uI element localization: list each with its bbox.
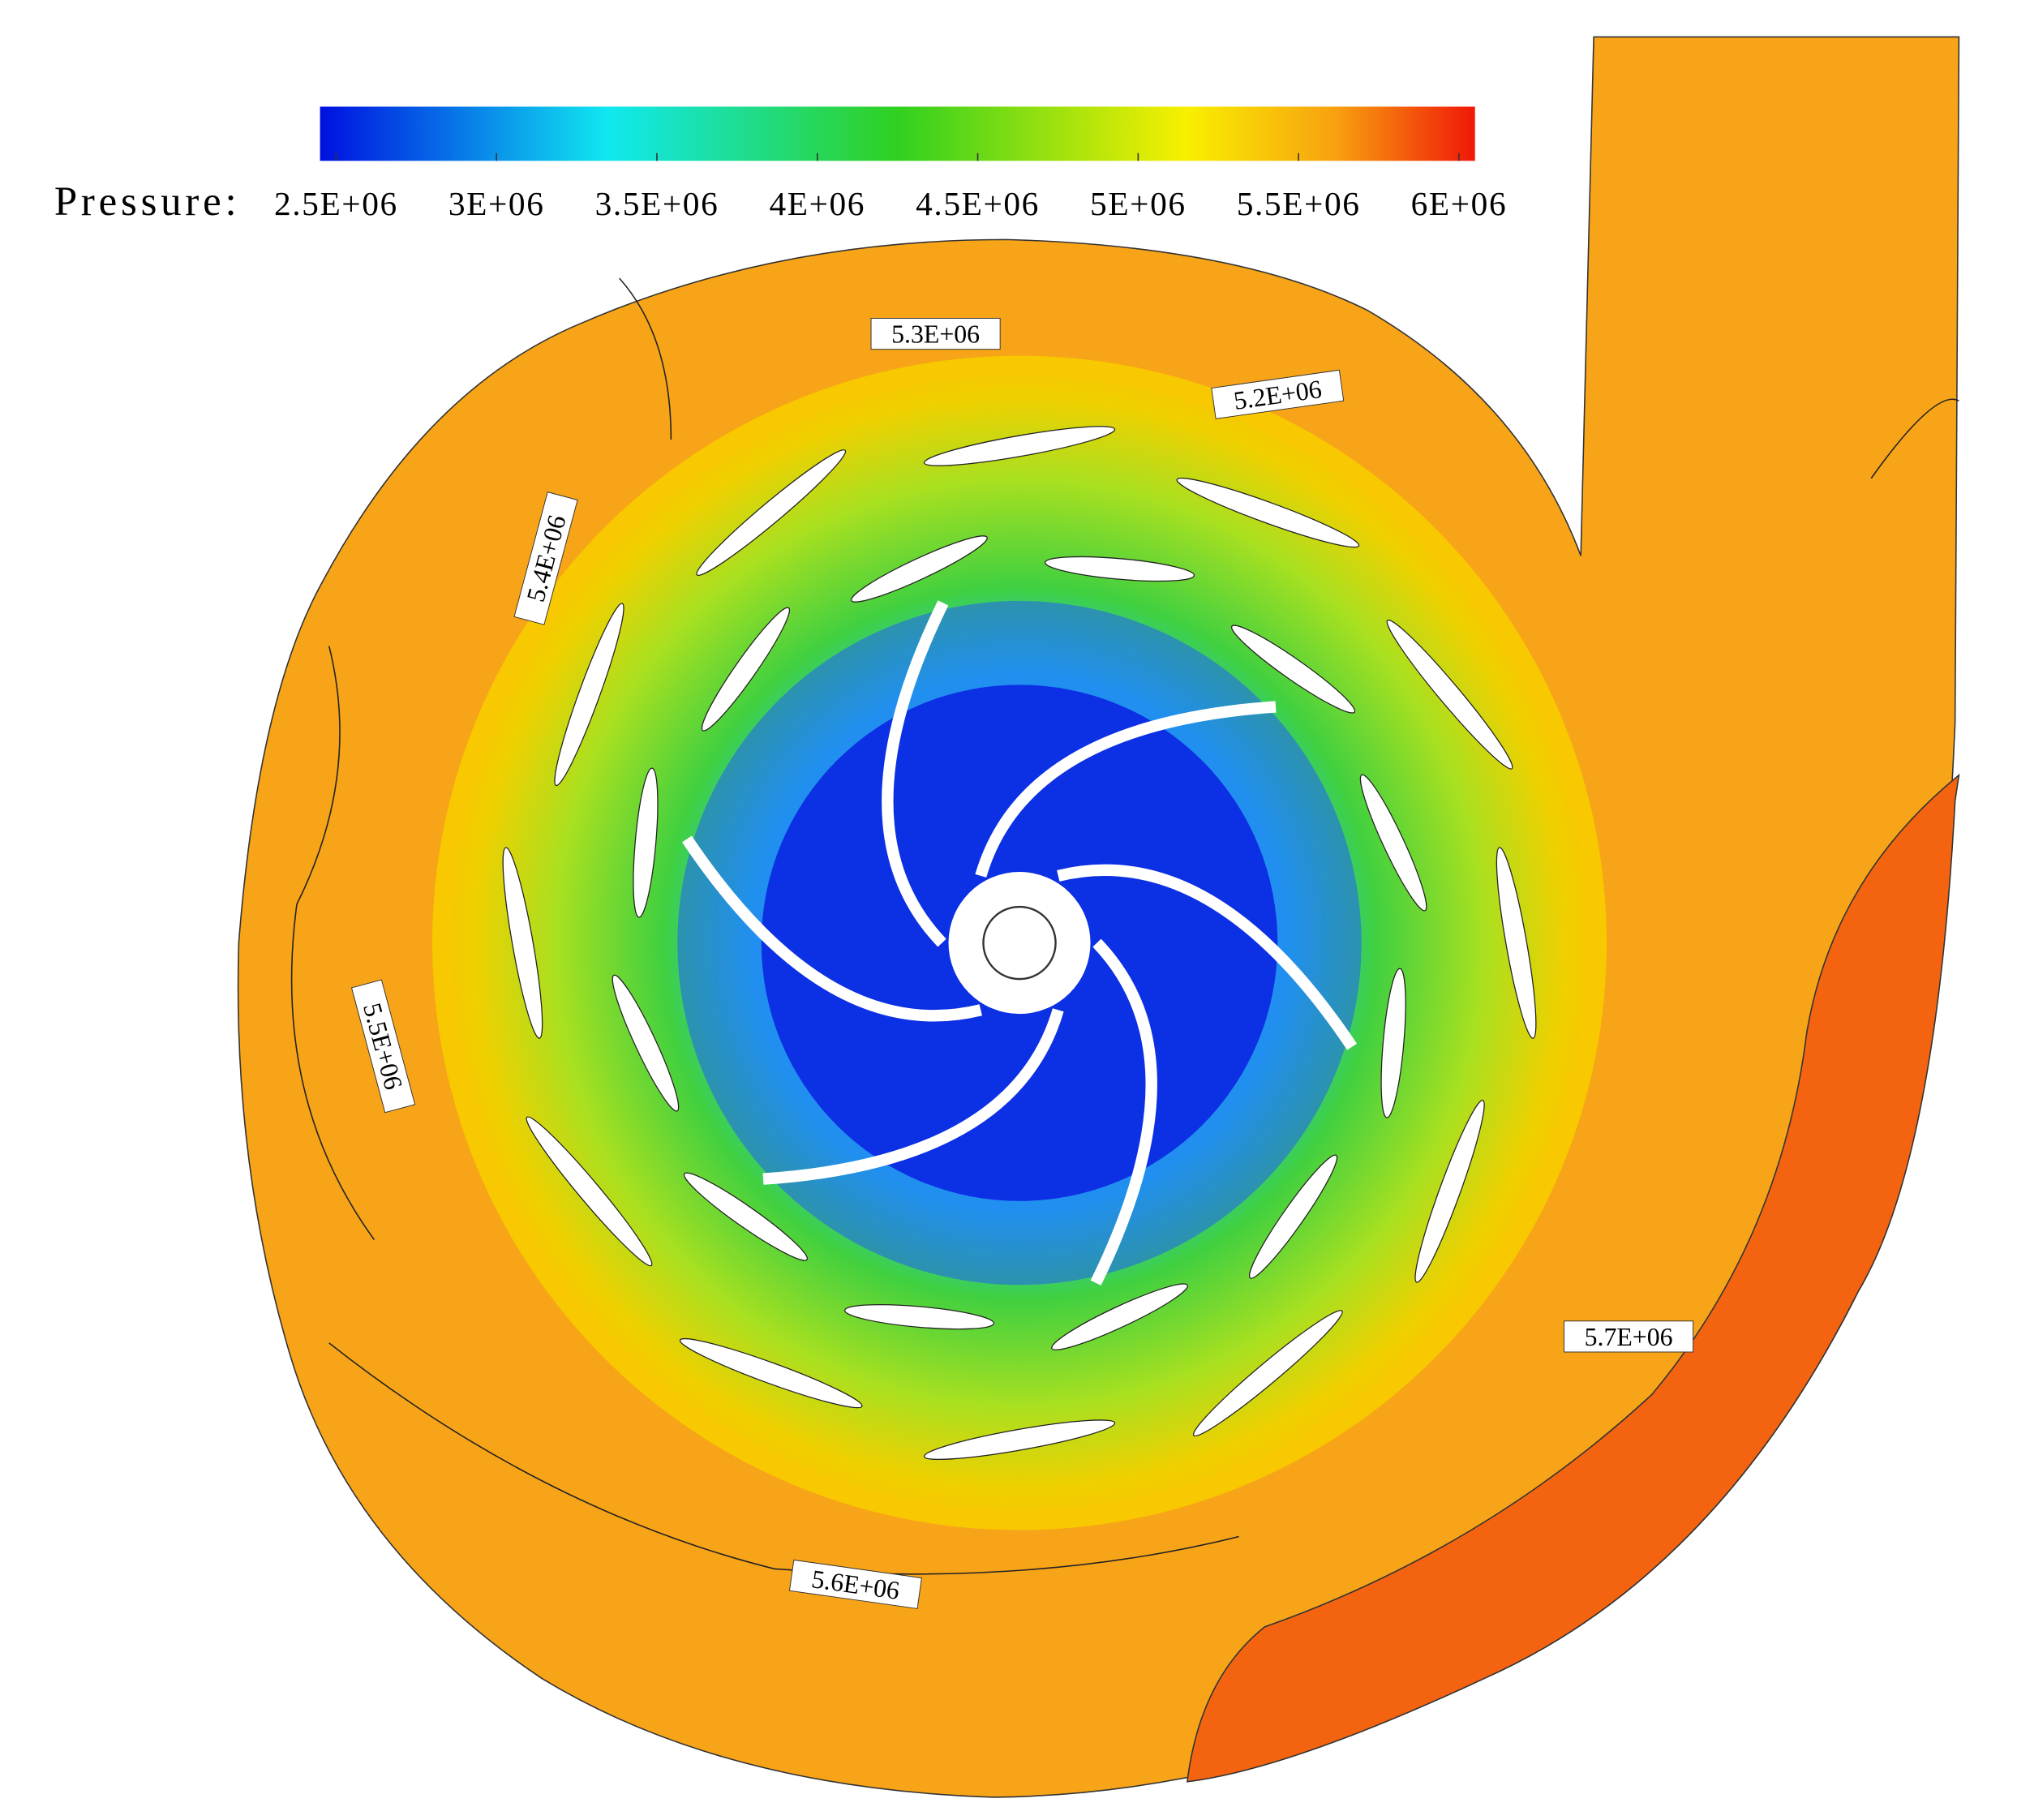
vane (1414, 1100, 1485, 1283)
vane (923, 426, 1116, 466)
vane (612, 974, 680, 1112)
colorbar-tick-label: 6E+06 (1411, 185, 1508, 222)
vane (502, 847, 543, 1039)
label-box (870, 317, 1001, 350)
label-box (513, 491, 578, 625)
vane (633, 767, 659, 918)
diffuser-vanes (502, 426, 1537, 1461)
impeller-blade (975, 701, 1277, 878)
vane (1359, 774, 1427, 912)
shaft (982, 905, 1057, 981)
vane (1248, 1154, 1338, 1279)
colorbar (320, 106, 1475, 161)
contour-labels: 5.3E+065.2E+065.4E+065.5E+065.6E+065.7E+… (350, 317, 1694, 1609)
high-pressure-zone (1186, 773, 1960, 1783)
vane (1051, 1283, 1189, 1350)
vane (1496, 847, 1537, 1039)
colorbar-tick-label: 5E+06 (1090, 185, 1187, 222)
impeller-blade (682, 835, 982, 1022)
contour-label: 5.7E+06 (1564, 1320, 1694, 1353)
colorbar-tick-label: 2.5E+06 (274, 185, 398, 222)
colorbar-tick-label: 4E+06 (769, 185, 865, 222)
label-box (788, 1559, 922, 1609)
vane (1230, 625, 1356, 714)
colorbar-tick-label: 3.5E+06 (595, 185, 719, 222)
impeller-blade (762, 1008, 1064, 1185)
label-box (350, 979, 416, 1114)
colorbar-tick-label: 5.5E+06 (1237, 185, 1361, 222)
contour-value: 5.7E+06 (1585, 1323, 1673, 1351)
colorbar-tick-label: 4.5E+06 (916, 185, 1040, 222)
vane (696, 449, 847, 577)
vane (923, 1419, 1116, 1461)
vane (1176, 477, 1360, 548)
impeller-blade (882, 600, 949, 947)
vane (1380, 968, 1406, 1118)
vane (679, 1337, 863, 1409)
impeller-blade (1057, 864, 1358, 1050)
label-box (1564, 1320, 1694, 1353)
label-box (1211, 369, 1345, 419)
contour-value: 5.3E+06 (891, 320, 980, 349)
colorbar-ticks: 2.5E+06 3E+06 3.5E+06 4E+06 4.5E+06 5E+06 5.5E… (274, 152, 1508, 222)
impeller-blades (682, 600, 1358, 1286)
vane (683, 1172, 809, 1261)
vane (1192, 1310, 1343, 1437)
colorbar-tick-label: 3E+06 (448, 185, 545, 222)
contour-label: 5.3E+06 (870, 317, 1001, 350)
vane (1044, 556, 1195, 582)
vane (843, 1304, 995, 1330)
contour-line (290, 277, 1959, 1575)
vane (851, 535, 988, 603)
impeller-blade (1090, 938, 1157, 1286)
colorbar-title: Pressure: (54, 179, 241, 225)
vane (526, 1116, 653, 1267)
vane (701, 607, 791, 732)
vane (554, 603, 624, 787)
vane (1386, 619, 1513, 770)
